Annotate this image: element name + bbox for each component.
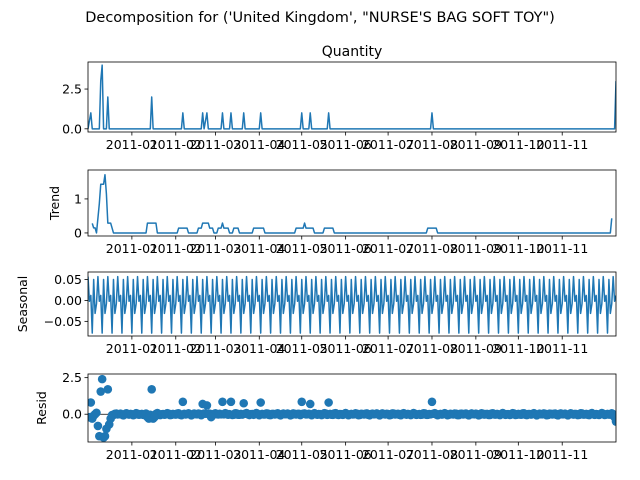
xtick-label: 2011-04 bbox=[233, 241, 285, 256]
xtick-label: 2011-04 bbox=[233, 137, 285, 152]
series-line-observed bbox=[88, 64, 616, 130]
panel-frame-trend bbox=[87, 169, 617, 237]
xtick-label: 2011-09 bbox=[450, 341, 502, 356]
resid-point bbox=[147, 385, 156, 394]
xtick-label: 2011-03 bbox=[189, 447, 241, 462]
xtick-label: 2011-10 bbox=[492, 447, 544, 462]
resid-point bbox=[100, 431, 110, 441]
resid-point bbox=[611, 417, 616, 426]
resid-point bbox=[178, 397, 188, 407]
xtick-label: 2011-09 bbox=[450, 137, 502, 152]
resid-point bbox=[202, 401, 212, 410]
ytick-label: 2.5 bbox=[62, 82, 82, 97]
resid-point bbox=[96, 387, 106, 396]
resid-point bbox=[218, 397, 227, 407]
xtick-label: 2011-06 bbox=[320, 137, 372, 152]
resid-point bbox=[150, 412, 159, 422]
xtick-label: 2011-03 bbox=[189, 137, 241, 152]
xtick-label: 2011-04 bbox=[233, 341, 285, 356]
xtick-label: 2011-09 bbox=[450, 241, 502, 256]
xtick-label: 2011-06 bbox=[320, 241, 372, 256]
xtick-label: 2011-07 bbox=[362, 341, 414, 356]
xtick-label: 2011-08 bbox=[406, 137, 458, 152]
resid-point bbox=[93, 421, 103, 431]
resid-point bbox=[297, 397, 307, 407]
ytick-label: 0.0 bbox=[62, 121, 82, 136]
panel-frame-resid bbox=[87, 373, 617, 443]
panel-data-observed bbox=[88, 64, 616, 130]
xtick-label: 2011-01 bbox=[106, 137, 158, 152]
xtick-label: 2011-05 bbox=[276, 341, 328, 356]
ytick-label: 1 bbox=[74, 191, 82, 206]
xtick-label: 2011-01 bbox=[106, 447, 158, 462]
panel-title-observed: Quantity bbox=[322, 44, 383, 60]
resid-point bbox=[92, 408, 101, 418]
xtick-label: 2011-05 bbox=[276, 137, 328, 152]
xtick-label: 2011-01 bbox=[106, 241, 158, 256]
resid-point bbox=[206, 412, 216, 422]
resid-point bbox=[324, 398, 333, 407]
xtick-label: 2011-11 bbox=[536, 341, 588, 356]
xtick-label: 2011-10 bbox=[492, 241, 544, 256]
resid-point bbox=[305, 399, 315, 409]
panel-observed: 0.02.52011-012011-022011-032011-042011-0… bbox=[62, 44, 617, 152]
xtick-label: 2011-08 bbox=[406, 341, 458, 356]
panel-resid: 0.02.52011-012011-022011-032011-042011-0… bbox=[34, 370, 617, 462]
xtick-label: 2011-11 bbox=[536, 447, 588, 462]
panel-data-seasonal bbox=[88, 275, 616, 334]
resid-point bbox=[106, 414, 115, 423]
xtick-label: 2011-02 bbox=[150, 447, 202, 462]
ytick-label: 0.0 bbox=[62, 407, 82, 422]
panel-seasonal: −0.050.000.052011-012011-022011-032011-0… bbox=[15, 271, 617, 356]
resid-point bbox=[226, 397, 236, 407]
panel-trend: 012011-012011-022011-032011-042011-05201… bbox=[47, 169, 617, 256]
series-line-trend bbox=[91, 174, 613, 234]
xtick-label: 2011-11 bbox=[536, 137, 588, 152]
resid-point bbox=[256, 398, 266, 407]
resid-point bbox=[103, 385, 113, 394]
xtick-label: 2011-03 bbox=[189, 341, 241, 356]
xtick-label: 2011-04 bbox=[233, 447, 285, 462]
xtick-label: 2011-06 bbox=[320, 447, 372, 462]
xtick-label: 2011-07 bbox=[362, 241, 414, 256]
panels-group: 0.02.52011-012011-022011-032011-042011-0… bbox=[15, 44, 617, 462]
ytick-label: −0.05 bbox=[44, 314, 82, 329]
ytick-label: 0 bbox=[74, 225, 82, 240]
resid-point bbox=[88, 398, 96, 407]
xtick-label: 2011-07 bbox=[362, 137, 414, 152]
xtick-label: 2011-09 bbox=[450, 447, 502, 462]
ytick-label: 2.5 bbox=[62, 370, 82, 385]
panel-frame-observed bbox=[87, 61, 617, 133]
panel-ylabel-seasonal: Seasonal bbox=[15, 276, 30, 333]
ytick-label: 0.05 bbox=[54, 272, 82, 287]
resid-point bbox=[427, 397, 437, 407]
series-line-seasonal bbox=[88, 275, 616, 334]
panel-data-resid bbox=[88, 374, 616, 442]
xtick-label: 2011-10 bbox=[492, 137, 544, 152]
xtick-label: 2011-06 bbox=[320, 341, 372, 356]
resid-point bbox=[97, 374, 107, 384]
resid-point bbox=[239, 398, 249, 408]
xtick-label: 2011-05 bbox=[276, 447, 328, 462]
xtick-label: 2011-10 bbox=[492, 341, 544, 356]
panel-frame-seasonal bbox=[87, 271, 617, 337]
xtick-label: 2011-08 bbox=[406, 241, 458, 256]
xtick-label: 2011-02 bbox=[150, 137, 202, 152]
figure-suptitle: Decomposition for ('United Kingdom', "NU… bbox=[85, 10, 555, 26]
ytick-label: 0.00 bbox=[54, 293, 82, 308]
xtick-label: 2011-11 bbox=[536, 241, 588, 256]
xtick-label: 2011-01 bbox=[106, 341, 158, 356]
panel-ylabel-resid: Resid bbox=[34, 391, 49, 425]
xtick-label: 2011-07 bbox=[362, 447, 414, 462]
xtick-label: 2011-02 bbox=[150, 241, 202, 256]
xtick-label: 2011-03 bbox=[189, 241, 241, 256]
panel-data-trend bbox=[91, 174, 613, 234]
xtick-label: 2011-02 bbox=[150, 341, 202, 356]
xtick-label: 2011-08 bbox=[406, 447, 458, 462]
panel-ylabel-trend: Trend bbox=[47, 186, 62, 221]
xtick-label: 2011-05 bbox=[276, 241, 328, 256]
